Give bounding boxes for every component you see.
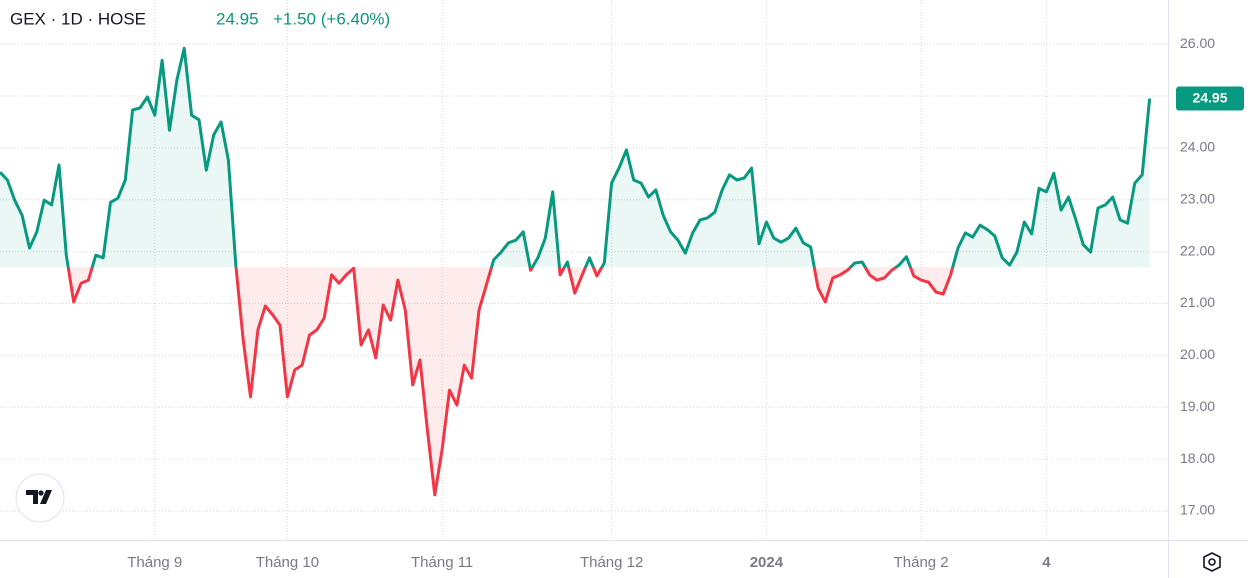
last-price-label: 24.95 [1192,89,1227,105]
y-tick-label: 22.00 [1180,242,1215,258]
x-tick-label: 2024 [750,554,784,571]
y-tick-label: 26.00 [1180,35,1215,51]
x-tick-label: Tháng 10 [256,554,319,571]
settings-icon[interactable] [1203,552,1221,572]
price-change: +1.50 (+6.40%) [273,9,390,28]
last-price-box [1176,86,1244,111]
y-tick-label: 20.00 [1180,346,1215,362]
y-tick-label: 21.00 [1180,294,1215,310]
x-tick-label: Tháng 2 [894,554,949,571]
y-tick-label: 17.00 [1180,502,1215,518]
x-tick-label: 4 [1042,554,1051,571]
y-tick-label: 23.00 [1180,190,1215,206]
price-line [0,46,1152,497]
y-tick-label: 18.00 [1180,450,1215,466]
x-tick-label: Tháng 9 [127,554,182,571]
x-tick-label: Tháng 11 [411,554,473,571]
x-tick-label: Tháng 12 [580,554,643,571]
last-price: 24.95 [216,9,259,28]
y-tick-label: 19.00 [1180,398,1215,414]
tv-logo[interactable] [15,473,65,523]
symbol: GEX · 1D · HOSE [10,9,146,28]
y-tick-label: 24.00 [1180,139,1215,155]
